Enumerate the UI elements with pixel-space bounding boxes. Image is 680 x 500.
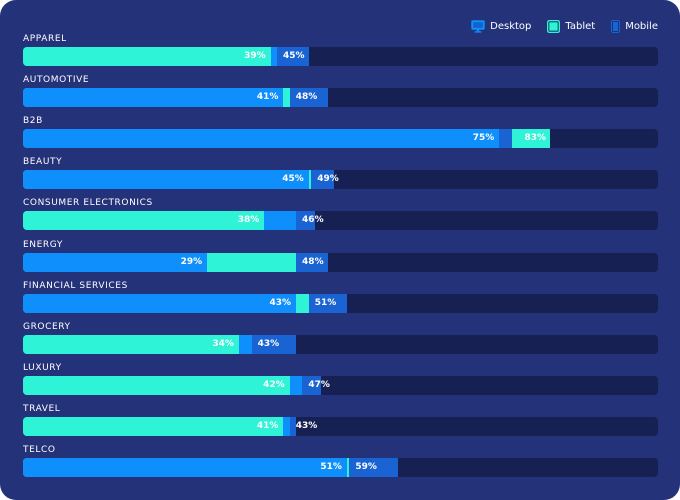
value-label-second-b2b: 83% [524, 133, 547, 144]
bar-segment-desktop-beauty[interactable] [23, 170, 309, 190]
legend-label-mobile: Mobile [625, 21, 658, 32]
value-label-second-travel: 43% [295, 420, 318, 431]
legend-item-tablet[interactable]: Tablet [547, 20, 595, 33]
value-label-second-financial-services: 51% [314, 297, 337, 308]
bar-track-travel: 41% 43% [23, 416, 658, 436]
bar-track-luxury: 42% 47% [23, 375, 658, 395]
category-label-grocery: GROCERY [23, 321, 71, 332]
bar-track-apparel: 39% 45% [23, 47, 658, 66]
bar-segment-tablet-travel[interactable] [23, 416, 284, 436]
value-label-first-apparel: 39% [244, 51, 266, 61]
bar-segment-desktop-energy[interactable] [23, 252, 208, 272]
bar-track-grocery: 34% 43% [23, 334, 658, 354]
legend-label-tablet: Tablet [565, 21, 596, 32]
bar-segment-tablet-consumer-electronics[interactable] [23, 211, 265, 231]
value-label-first-grocery: 34% [212, 338, 234, 349]
value-label-second-energy: 48% [302, 256, 324, 267]
bar-segment-desktop-b2b[interactable] [23, 129, 500, 149]
category-label-apparel: APPAREL [23, 34, 67, 44]
bar-segment-desktop-automotive[interactable] [23, 88, 284, 108]
category-label-consumer-electronics: CONSUMER ELECTRONICS [23, 198, 153, 209]
value-label-second-consumer-electronics: 46% [302, 215, 324, 226]
legend-item-desktop[interactable]: Desktop [471, 20, 531, 33]
category-label-travel: TRAVEL [23, 403, 61, 414]
category-label-b2b: B2B [23, 116, 43, 127]
mobile-icon [611, 20, 621, 33]
value-label-second-telco: 59% [355, 462, 377, 472]
category-label-telco: TELCO [23, 445, 56, 455]
desktop-icon [471, 20, 485, 33]
value-label-first-beauty: 45% [282, 174, 304, 185]
value-label-first-luxury: 42% [263, 379, 285, 390]
value-label-first-financial-services: 43% [269, 297, 292, 308]
bar-segment-tablet-apparel[interactable] [23, 47, 271, 66]
bar-segment-desktop-financial-services[interactable] [23, 293, 297, 313]
value-label-first-telco: 51% [320, 462, 342, 472]
value-label-first-automotive: 41% [256, 92, 279, 103]
bar-track-automotive: 41% 48% [23, 88, 658, 108]
bar-track-financial-services: 43% 51% [23, 293, 658, 313]
value-label-first-energy: 29% [180, 256, 203, 267]
category-label-energy: ENERGY [23, 239, 63, 250]
category-label-luxury: LUXURY [23, 362, 62, 373]
legend-label-desktop: Desktop [490, 21, 532, 32]
legend-item-mobile[interactable]: Mobile [611, 20, 658, 33]
bar-track-b2b: 75% 83% [23, 129, 658, 149]
category-label-beauty: BEAUTY [23, 157, 63, 168]
bar-track-consumer-electronics: 38% 46% [23, 211, 658, 231]
tablet-icon [547, 20, 561, 33]
bar-track-beauty: 45% 49% [23, 170, 658, 190]
value-label-second-automotive: 48% [295, 92, 318, 103]
bar-segment-tablet-luxury[interactable] [23, 375, 290, 395]
bar-segment-desktop-telco[interactable] [23, 458, 347, 477]
value-label-first-b2b: 75% [472, 133, 495, 144]
category-label-financial-services: FINANCIAL SERVICES [23, 280, 128, 291]
category-label-automotive: AUTOMOTIVE [23, 75, 90, 86]
bar-segment-tablet-grocery[interactable] [23, 334, 239, 354]
value-label-first-consumer-electronics: 38% [237, 215, 260, 226]
value-label-first-travel: 41% [256, 420, 279, 431]
bar-track-energy: 29% 48% [23, 252, 658, 272]
value-label-second-beauty: 49% [317, 174, 339, 185]
value-label-second-apparel: 45% [283, 51, 305, 61]
legend: Desktop Tablet Mobile [471, 20, 658, 33]
value-label-second-grocery: 43% [257, 338, 280, 349]
value-label-second-luxury: 47% [308, 379, 330, 390]
bar-track-telco: 51% 59% [23, 458, 658, 477]
